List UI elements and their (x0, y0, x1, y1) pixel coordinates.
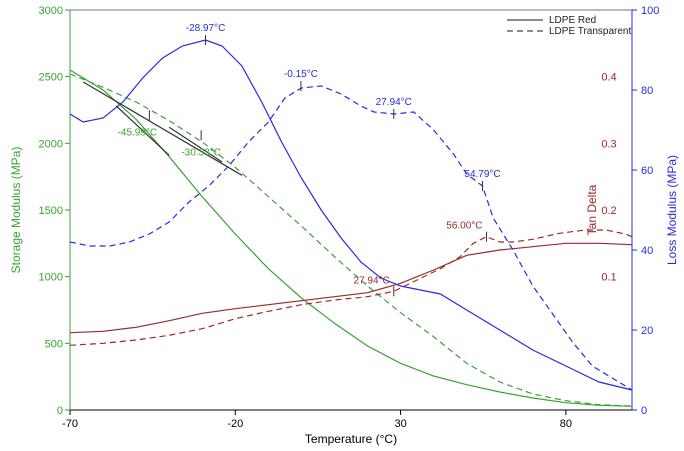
loss-modulus-tick-label: 40 (641, 245, 653, 257)
annotations-layer: -28.97°C -0.15°C 27.94°C 54.79°C -30.33°C -45… (118, 23, 501, 297)
tan-delta-tick-label: 0.2 (601, 205, 616, 217)
loss-modulus-tick-label: 0 (641, 405, 647, 417)
tan-delta-axis-title: Tan Delta (585, 184, 599, 235)
tan-delta-tick-label: 0.4 (601, 72, 616, 84)
storage-modulus-axis-title: Storage Modulus (MPa) (9, 147, 23, 274)
storage-modulus-tick-label: 500 (45, 338, 63, 350)
series-ldpe-red-loss-modulus (69, 39, 633, 391)
legend-label-ldpe-red: LDPE Red (549, 15, 596, 26)
loss-modulus-tick-label: 80 (641, 85, 653, 97)
storage-modulus-tick-label: 1000 (39, 272, 63, 284)
series-ldpe-transparent-loss-modulus (69, 85, 633, 391)
x-tick-label: 80 (560, 418, 572, 430)
annotation-label: 27.94°C (376, 97, 412, 108)
loss-modulus-tick-label: 60 (641, 165, 653, 177)
loss-modulus-tick-label: 100 (641, 5, 659, 17)
storage-modulus-tick-label: 0 (57, 405, 63, 417)
annotation-label: -30.33°C (181, 147, 221, 158)
x-tick-label: -20 (227, 418, 243, 430)
loss-modulus-tick-label: 20 (641, 325, 653, 337)
annotation-label: 56.00°C (446, 221, 482, 232)
storage-modulus-tick-label: 3000 (39, 5, 63, 17)
tan-delta-tick-label: 0.1 (601, 272, 616, 284)
annotation-label: -45.99°C (118, 127, 158, 138)
x-tick-label: -70 (62, 418, 78, 430)
annotation-label: -0.15°C (284, 69, 318, 80)
storage-modulus-tick-label: 2500 (39, 72, 63, 84)
x-axis-title: Temperature (°C) (305, 432, 397, 446)
axis-ticks: -70 -20 30 800500100015002000250030000.10.2… (39, 5, 660, 430)
annotation-label: 27.94°C (354, 275, 390, 286)
series-ldpe-red-storage-modulus (69, 69, 633, 407)
series-ldpe-red-storage-modulus-tangent (115, 105, 170, 156)
series-ldpe-red-storage-modulus-tangent (82, 81, 243, 176)
series-ldpe-red-tan-delta (69, 242, 633, 334)
legend: LDPE Red LDPE Transparent (507, 15, 631, 37)
storage-modulus-tick-label: 1500 (39, 205, 63, 217)
series-ldpe-transparent-tan-delta (69, 229, 633, 346)
storage-modulus-tick-label: 2000 (39, 138, 63, 150)
series-layer (69, 39, 633, 407)
series-ldpe-red-storage-modulus-tangent (168, 126, 223, 163)
legend-label-ldpe-transparent: LDPE Transparent (549, 26, 631, 37)
loss-modulus-axis-title: Loss Modulus (MPa) (665, 155, 679, 265)
plot-frame (69, 9, 633, 411)
annotation-label: 54.79°C (464, 169, 500, 180)
series-ldpe-transparent-storage-modulus (69, 73, 633, 407)
annotation-label: -28.97°C (186, 23, 226, 34)
x-tick-label: 30 (394, 418, 406, 430)
tan-delta-tick-label: 0.3 (601, 138, 616, 150)
